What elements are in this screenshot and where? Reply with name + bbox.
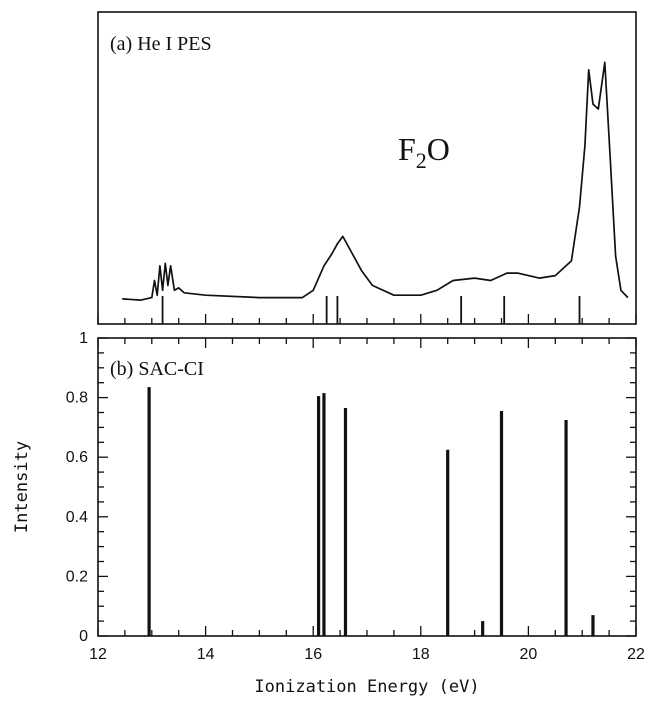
sac-y-ticks: 0 0.2 0.4 0.6 0.8 1 (66, 330, 636, 645)
molecule-label: F2O (398, 131, 450, 173)
x-tick-label: 18 (412, 646, 430, 663)
molecule-label-subscript: 2 (416, 148, 427, 173)
sac-bars (147, 387, 595, 636)
y-tick-label: 0.2 (66, 568, 88, 585)
pes-spectrum-curve (122, 61, 629, 301)
x-tick-label: 20 (520, 646, 538, 663)
y-tick-label: 0.6 (66, 449, 88, 466)
sac-panel-frame (97, 337, 637, 637)
y-tick-label: 0.4 (66, 509, 88, 526)
sac-panel-label: (b) SAC-CI (110, 358, 204, 380)
molecule-label-base: F (398, 131, 416, 167)
sac-x-ticks: 12 14 16 18 20 22 (89, 338, 645, 663)
x-tick-label: 14 (197, 646, 215, 663)
y-tick-label: 0 (79, 628, 88, 645)
y-tick-label: 0.8 (66, 390, 88, 407)
molecule-label-rest: O (427, 131, 450, 167)
y-axis-label: Intensity (12, 441, 32, 533)
pes-stick-markers (161, 296, 581, 324)
x-axis-label: Ionization Energy (eV) (254, 677, 479, 697)
x-tick-label: 22 (627, 646, 645, 663)
x-tick-label: 16 (304, 646, 322, 663)
pes-ticks (97, 314, 637, 324)
pes-panel-label: (a) He I PES (110, 33, 212, 55)
y-tick-label: 1 (79, 330, 88, 347)
x-tick-label: 12 (89, 646, 107, 663)
